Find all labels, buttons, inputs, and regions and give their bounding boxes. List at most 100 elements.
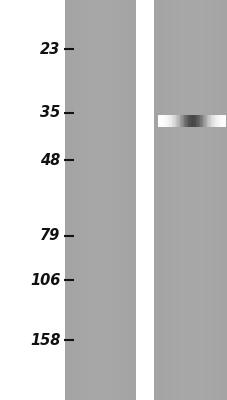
Bar [187, 115, 189, 127]
Bar [177, 0, 179, 400]
Bar [68, 0, 70, 400]
Bar [199, 0, 201, 400]
Bar [217, 115, 218, 127]
Bar [188, 0, 190, 400]
Bar [128, 0, 130, 400]
Bar [70, 0, 72, 400]
Bar [91, 0, 93, 400]
Bar [222, 115, 224, 127]
Bar [160, 115, 162, 127]
Bar [172, 0, 173, 400]
Bar [183, 115, 185, 127]
Bar [183, 0, 185, 400]
Bar [191, 115, 193, 127]
Bar [65, 0, 67, 400]
Bar [222, 0, 223, 400]
Bar [163, 115, 165, 127]
Bar [100, 0, 102, 400]
Bar [182, 115, 183, 127]
Text: 79: 79 [40, 228, 60, 243]
Bar [179, 0, 181, 400]
Bar [173, 115, 174, 127]
Bar [206, 115, 207, 127]
Bar [223, 115, 225, 127]
Bar [109, 0, 110, 400]
Bar [219, 115, 221, 127]
Bar [205, 0, 207, 400]
Bar [189, 115, 190, 127]
Bar [123, 0, 125, 400]
Bar [186, 0, 188, 400]
Bar [82, 0, 84, 400]
Bar [190, 115, 192, 127]
Bar [161, 0, 163, 400]
Bar [86, 0, 88, 400]
Bar [159, 0, 161, 400]
Bar [198, 115, 200, 127]
Bar [179, 115, 181, 127]
Bar [215, 115, 217, 127]
Bar [119, 0, 121, 400]
Bar [158, 115, 159, 127]
Bar [218, 0, 220, 400]
Bar [118, 0, 119, 400]
Bar [107, 0, 109, 400]
Bar [196, 0, 197, 400]
Bar [168, 115, 170, 127]
Bar [223, 0, 225, 400]
Bar [84, 0, 86, 400]
Bar [166, 115, 167, 127]
Bar [207, 0, 209, 400]
Bar [136, 0, 153, 400]
Bar [190, 0, 192, 400]
Bar [171, 115, 173, 127]
Bar [65, 0, 135, 400]
Bar [164, 115, 166, 127]
Text: 23: 23 [40, 42, 60, 56]
Bar [166, 0, 168, 400]
Bar [96, 0, 98, 400]
Bar [124, 0, 126, 400]
Bar [77, 0, 79, 400]
Bar [175, 115, 177, 127]
Bar [186, 115, 188, 127]
Bar [162, 115, 163, 127]
Bar [88, 0, 89, 400]
Bar [75, 0, 77, 400]
Bar [174, 115, 175, 127]
Bar [225, 0, 227, 400]
Bar [72, 0, 74, 400]
Bar [197, 115, 198, 127]
Bar [181, 0, 183, 400]
Bar [133, 0, 135, 400]
Bar [201, 115, 202, 127]
Bar [170, 115, 171, 127]
Bar [116, 0, 118, 400]
Bar [192, 115, 194, 127]
Bar [155, 0, 157, 400]
Bar [194, 115, 195, 127]
Bar [95, 0, 96, 400]
Bar [177, 115, 178, 127]
Text: 35: 35 [40, 105, 60, 120]
Bar [195, 115, 197, 127]
Bar [164, 0, 166, 400]
Bar [214, 0, 216, 400]
Text: 158: 158 [30, 333, 60, 348]
Bar [67, 0, 68, 400]
Bar [185, 0, 186, 400]
Bar [114, 0, 116, 400]
Bar [167, 115, 169, 127]
Bar [110, 0, 112, 400]
Bar [199, 115, 201, 127]
Bar [194, 0, 196, 400]
Bar [153, 0, 155, 400]
Bar [210, 115, 212, 127]
Bar [131, 0, 133, 400]
Bar [168, 0, 170, 400]
Bar [153, 0, 227, 400]
Bar [104, 0, 105, 400]
Bar [211, 115, 213, 127]
Bar [185, 115, 186, 127]
Bar [209, 115, 210, 127]
